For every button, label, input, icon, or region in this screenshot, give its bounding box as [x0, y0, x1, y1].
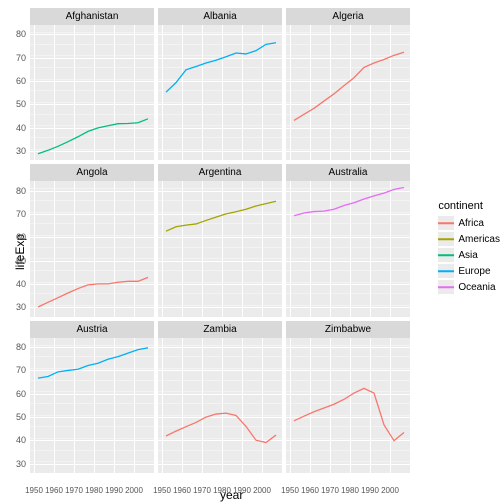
panel-grid: AfghanistanAlbaniaAlgeria AngolaArgentina…: [30, 8, 410, 473]
x-tick-label: 2000: [125, 486, 143, 495]
panel-title: Austria: [30, 321, 154, 338]
panel: Angola: [30, 164, 154, 316]
y-tick-label: 50: [16, 99, 26, 109]
y-tick-label: 60: [16, 76, 26, 86]
x-tick-label: 1970: [193, 486, 211, 495]
panel-plot: [30, 338, 154, 473]
y-tick-label: 80: [16, 29, 26, 39]
legend-label: Americas: [458, 234, 500, 245]
facet-chart: lifeExp year AfghanistanAlbaniaAlgeriaAn…: [0, 0, 504, 504]
panel: Algeria: [286, 8, 410, 160]
x-tick-label: 1990: [105, 486, 123, 495]
legend-key: [438, 264, 454, 278]
y-tick-label: 80: [16, 342, 26, 352]
legend-item: Africa: [438, 216, 500, 230]
panel-title: Zimbabwe: [286, 321, 410, 338]
legend-item: Americas: [438, 232, 500, 246]
y-tick-label: 70: [16, 365, 26, 375]
panel: Albania: [158, 8, 282, 160]
panel-plot: [30, 25, 154, 160]
legend-item: Asia: [438, 248, 500, 262]
panel: Afghanistan: [30, 8, 154, 160]
x-tick-label: 1980: [341, 486, 359, 495]
legend-key: [438, 216, 454, 230]
y-tick-label: 30: [16, 146, 26, 156]
x-tick-label: 1950: [153, 486, 171, 495]
y-tick-label: 70: [16, 209, 26, 219]
x-tick-label: 1970: [65, 486, 83, 495]
y-tick-label: 30: [16, 459, 26, 469]
legend-label: Oceania: [458, 282, 495, 293]
panel-plot: [286, 181, 410, 316]
legend: continent Africa Americas Asia Europe Oceani…: [438, 200, 500, 296]
x-tick-label: 1960: [173, 486, 191, 495]
panel: Australia: [286, 164, 410, 316]
x-tick-label: 1960: [45, 486, 63, 495]
x-tick-label: 1990: [361, 486, 379, 495]
panel-title: Algeria: [286, 8, 410, 25]
panel: Austria: [30, 321, 154, 473]
panel-title: Albania: [158, 8, 282, 25]
legend-item: Europe: [438, 264, 500, 278]
panel-title: Argentina: [158, 164, 282, 181]
y-tick-label: 80: [16, 186, 26, 196]
panel-title: Australia: [286, 164, 410, 181]
panel: Argentina: [158, 164, 282, 316]
y-tick-label: 40: [16, 123, 26, 133]
y-tick-label: 40: [16, 279, 26, 289]
panel: Zimbabwe: [286, 321, 410, 473]
x-tick-label: 1970: [321, 486, 339, 495]
panel-plot: [158, 338, 282, 473]
legend-key: [438, 248, 454, 262]
legend-label: Africa: [458, 218, 484, 229]
panel-plot: [158, 181, 282, 316]
legend-key: [438, 280, 454, 294]
legend-key: [438, 232, 454, 246]
y-tick-label: 60: [16, 389, 26, 399]
panel-title: Angola: [30, 164, 154, 181]
legend-item: Oceania: [438, 280, 500, 294]
x-tick-label: 1950: [25, 486, 43, 495]
panel-plot: [286, 338, 410, 473]
x-tick-label: 1980: [85, 486, 103, 495]
y-tick-label: 50: [16, 412, 26, 422]
y-tick-label: 40: [16, 435, 26, 445]
panel: Zambia: [158, 321, 282, 473]
y-tick-label: 70: [16, 53, 26, 63]
legend-label: Asia: [458, 250, 477, 261]
y-tick-label: 50: [16, 256, 26, 266]
panel-plot: [286, 25, 410, 160]
panel-title: Zambia: [158, 321, 282, 338]
x-tick-label: 1950: [281, 486, 299, 495]
x-tick-label: 2000: [253, 486, 271, 495]
x-tick-label: 1980: [213, 486, 231, 495]
y-tick-label: 30: [16, 302, 26, 312]
panel-plot: [30, 181, 154, 316]
legend-title: continent: [438, 200, 500, 212]
y-tick-label: 60: [16, 232, 26, 242]
panel-plot: [158, 25, 282, 160]
x-tick-label: 1990: [233, 486, 251, 495]
x-tick-label: 2000: [381, 486, 399, 495]
panel-title: Afghanistan: [30, 8, 154, 25]
x-tick-label: 1960: [301, 486, 319, 495]
legend-label: Europe: [458, 266, 490, 277]
